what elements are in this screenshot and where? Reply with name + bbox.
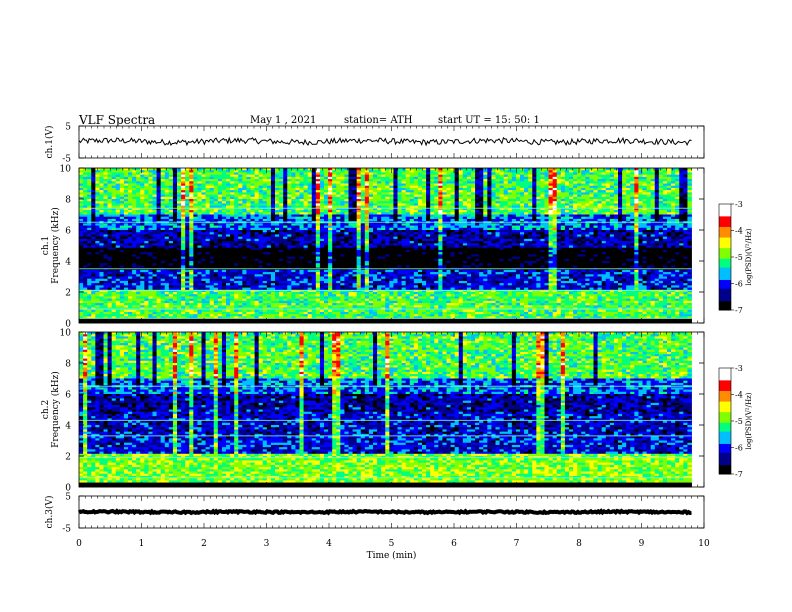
y-tick-label: 2 bbox=[65, 289, 71, 299]
spectrogram-ch1 bbox=[79, 168, 692, 323]
x-tick-label: 0 bbox=[76, 539, 82, 549]
colorbar-tick-label: -6 bbox=[735, 444, 743, 453]
x-tick-label: 7 bbox=[514, 539, 520, 549]
x-tick-label: 4 bbox=[326, 539, 332, 549]
y-tick-label: 6 bbox=[65, 391, 71, 401]
colorbar bbox=[719, 368, 734, 475]
x-tick-label: 3 bbox=[264, 539, 270, 549]
colorbar-tick-label: -5 bbox=[735, 417, 743, 426]
x-tick-label: 2 bbox=[201, 539, 207, 549]
x-tick-label: 6 bbox=[451, 539, 457, 549]
x-axis-label: Time (min) bbox=[367, 550, 417, 561]
y-tick-label: 10 bbox=[60, 329, 72, 339]
spectrogram-ch2 bbox=[79, 332, 692, 487]
y-tick-label: 4 bbox=[65, 258, 71, 268]
colorbar-tick-label: -4 bbox=[735, 227, 743, 236]
y-axis-label: ch.2 bbox=[41, 400, 51, 419]
x-tick-label: 1 bbox=[139, 539, 145, 549]
y-axis-label: ch.1(V) bbox=[44, 126, 55, 159]
y-axis-label: ch.3(V) bbox=[44, 496, 55, 529]
colorbar bbox=[719, 204, 734, 311]
colorbar-label: log(PSD)(V²/Hz) bbox=[745, 228, 753, 285]
y-tick-label: 8 bbox=[65, 360, 71, 370]
x-tick-label: 8 bbox=[576, 539, 582, 549]
colorbar-label: log(PSD)(V²/Hz) bbox=[745, 392, 753, 449]
y-tick-label: -5 bbox=[62, 525, 71, 535]
y-axis-label: ch.1 bbox=[41, 236, 51, 255]
colorbar-tick-label: -6 bbox=[735, 280, 743, 289]
colorbar-tick-label: -7 bbox=[735, 470, 743, 479]
y-tick-label: 5 bbox=[65, 123, 71, 133]
trace-ch1 bbox=[79, 138, 692, 145]
y-tick-label: 8 bbox=[65, 196, 71, 206]
x-tick-label: 5 bbox=[389, 539, 395, 549]
x-tick-label: 10 bbox=[698, 539, 710, 549]
colorbar-tick-label: -3 bbox=[735, 364, 743, 373]
trace-line bbox=[79, 138, 692, 145]
y-tick-label: 4 bbox=[65, 422, 71, 432]
x-tick-label: 9 bbox=[639, 539, 645, 549]
y-tick-label: 6 bbox=[65, 227, 71, 237]
colorbar-tick-label: -7 bbox=[735, 306, 743, 315]
y-tick-label: 10 bbox=[60, 165, 72, 175]
y-tick-label: 5 bbox=[65, 493, 71, 503]
y-axis-label: Frequency (kHz) bbox=[50, 207, 61, 284]
colorbar-tick-label: -4 bbox=[735, 391, 743, 400]
colorbar-tick-label: -3 bbox=[735, 200, 743, 209]
trace-ch3 bbox=[79, 511, 692, 513]
y-axis-label: Frequency (kHz) bbox=[50, 371, 61, 448]
y-tick-label: -5 bbox=[62, 155, 71, 165]
y-tick-label: 2 bbox=[65, 453, 71, 463]
colorbar-tick-label: -5 bbox=[735, 253, 743, 262]
trace-line bbox=[79, 511, 692, 513]
